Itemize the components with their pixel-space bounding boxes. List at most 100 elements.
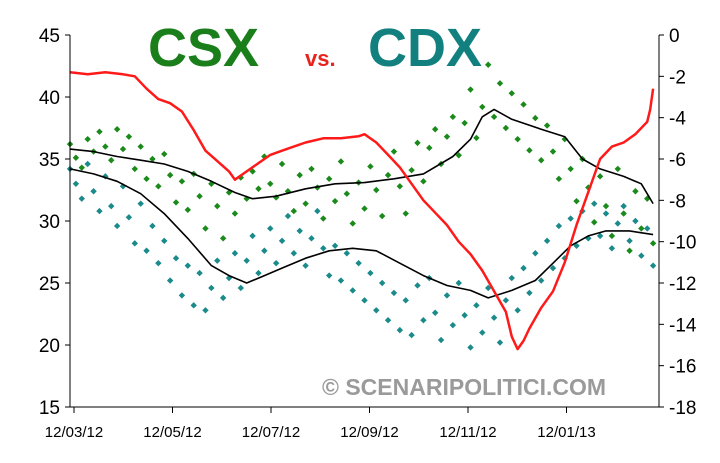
scatter-point-cdx_dots-29 (237, 284, 245, 292)
scatter-point-csx_dots-40 (302, 200, 309, 207)
right-tick-label-3: -6 (669, 150, 686, 171)
right-tick-label-9: -18 (669, 398, 696, 419)
x-tick-label-3: 12/09/12 (340, 424, 398, 441)
scatter-point-csx_dots-3 (84, 135, 91, 143)
scatter-point-cdx_dots-34 (267, 225, 274, 232)
scatter-point-cdx_dots-67 (461, 312, 468, 319)
left-tick-label-6: 15 (39, 398, 60, 419)
x-tick-label-2: 12/07/12 (242, 424, 300, 441)
scatter-point-csx_dots-80 (538, 157, 545, 164)
scatter-point-cdx_dots-24 (208, 284, 215, 292)
scatter-point-cdx_dots-2 (78, 195, 85, 202)
left-tick-label-4: 25 (39, 274, 60, 295)
scatter-point-cdx_dots-69 (473, 302, 480, 309)
scatter-point-cdx_dots-75 (508, 274, 515, 282)
scatter-point-csx_dots-44 (325, 175, 333, 183)
scatter-point-cdx_dots-98 (644, 225, 651, 232)
scatter-point-csx_dots-57 (402, 210, 409, 217)
scatter-point-csx_dots-75 (508, 90, 515, 97)
chart-title-csx: CSX (148, 18, 259, 78)
scatter-point-csx_dots-2 (78, 164, 85, 171)
scatter-point-csx_dots-56 (396, 183, 404, 190)
scatter-point-csx_dots-29 (237, 174, 245, 181)
scatter-point-cdx_dots-39 (296, 227, 303, 235)
scatter-point-cdx_dots-82 (549, 264, 557, 272)
scatter-point-csx_dots-32 (255, 185, 262, 192)
scatter-point-csx_dots-5 (96, 128, 103, 135)
scatter-point-cdx_dots-96 (632, 217, 639, 225)
scatter-point-cdx_dots-64 (443, 292, 451, 299)
scatter-point-csx_dots-71 (484, 61, 492, 68)
chart-title-cdx: CDX (368, 18, 482, 78)
scatter-point-csx_dots-97 (638, 225, 645, 232)
scatter-point-csx_dots-88 (585, 184, 592, 191)
scatter-point-cdx_dots-47 (343, 250, 351, 257)
scatter-point-cdx_dots-59 (414, 282, 421, 289)
scatter-point-cdx_dots-12 (137, 200, 144, 207)
scatter-point-cdx_dots-18 (172, 255, 180, 262)
scatter-point-cdx_dots-60 (420, 317, 427, 324)
x-tick-label-1: 12/05/12 (143, 424, 201, 441)
scatter-point-csx_dots-96 (632, 188, 639, 195)
scatter-point-cdx_dots-43 (320, 245, 327, 252)
scatter-point-csx_dots-20 (184, 206, 191, 214)
scatter-point-cdx_dots-51 (367, 269, 374, 277)
scatter-point-cdx_dots-90 (596, 232, 604, 240)
scatter-point-csx_dots-16 (161, 150, 168, 158)
right-tick-label-8: -16 (669, 357, 696, 378)
scatter-point-cdx_dots-65 (449, 321, 457, 329)
series-line-4 (69, 70, 655, 351)
scatter-point-csx_dots-69 (473, 134, 480, 142)
scatter-point-cdx_dots-97 (638, 252, 645, 259)
left-tick-label-2: 35 (39, 150, 60, 171)
scatter-point-csx_dots-66 (455, 152, 462, 159)
scatter-point-cdx_dots-89 (591, 200, 598, 207)
scatter-point-cdx_dots-92 (608, 245, 616, 252)
scatter-point-csx_dots-26 (219, 235, 227, 242)
scatter-point-csx_dots-68 (467, 86, 474, 93)
scatter-point-csx_dots-6 (102, 143, 109, 150)
scatter-point-csx_dots-19 (178, 178, 186, 185)
scatter-point-csx_dots-54 (384, 171, 392, 179)
x-tick-label-5: 12/01/13 (537, 424, 595, 441)
scatter-point-csx_dots-7 (108, 157, 115, 164)
scatter-point-cdx_dots-23 (202, 307, 209, 314)
scatter-point-cdx_dots-94 (620, 202, 627, 210)
scatter-point-cdx_dots-54 (384, 317, 392, 324)
scatter-point-cdx_dots-91 (602, 210, 610, 217)
scatter-point-cdx_dots-73 (496, 339, 504, 346)
scatter-point-cdx_dots-95 (626, 237, 633, 245)
chart-title-vs: vs. (305, 46, 336, 71)
scatter-point-cdx_dots-14 (149, 222, 156, 230)
scatter-point-cdx_dots-46 (337, 277, 345, 284)
scatter-point-cdx_dots-71 (484, 284, 492, 292)
scatter-point-cdx_dots-21 (190, 302, 197, 309)
scatter-point-csx_dots-60 (420, 178, 427, 185)
scatter-point-csx_dots-61 (426, 144, 433, 152)
right-tick-label-4: -8 (669, 191, 686, 212)
scatter-point-cdx_dots-99 (649, 262, 657, 269)
scatter-point-csx_dots-23 (202, 225, 209, 232)
scatter-point-cdx_dots-88 (585, 235, 592, 242)
scatter-point-cdx_dots-7 (108, 202, 115, 210)
scatter-point-cdx_dots-58 (408, 331, 415, 339)
scatter-point-csx_dots-89 (591, 219, 598, 226)
right-tick-label-5: -10 (669, 233, 696, 254)
scatter-point-csx_dots-36 (278, 160, 286, 168)
left-tick-label-5: 20 (39, 336, 60, 357)
scatter-point-csx_dots-94 (620, 210, 627, 217)
scatter-point-csx_dots-9 (119, 145, 127, 153)
scatter-point-csx_dots-25 (214, 202, 221, 210)
chart-marks (66, 61, 657, 351)
scatter-point-cdx_dots-50 (361, 297, 368, 304)
scatter-point-cdx_dots-76 (514, 307, 521, 314)
scatter-point-csx_dots-13 (143, 175, 150, 183)
scatter-point-cdx_dots-53 (378, 279, 386, 287)
scatter-point-csx_dots-43 (320, 215, 327, 222)
scatter-point-cdx_dots-48 (349, 287, 356, 294)
scatter-point-csx_dots-78 (526, 147, 533, 154)
scatter-point-cdx_dots-55 (390, 289, 398, 297)
scatter-point-csx_dots-74 (502, 124, 510, 132)
scatter-point-cdx_dots-19 (178, 292, 186, 299)
